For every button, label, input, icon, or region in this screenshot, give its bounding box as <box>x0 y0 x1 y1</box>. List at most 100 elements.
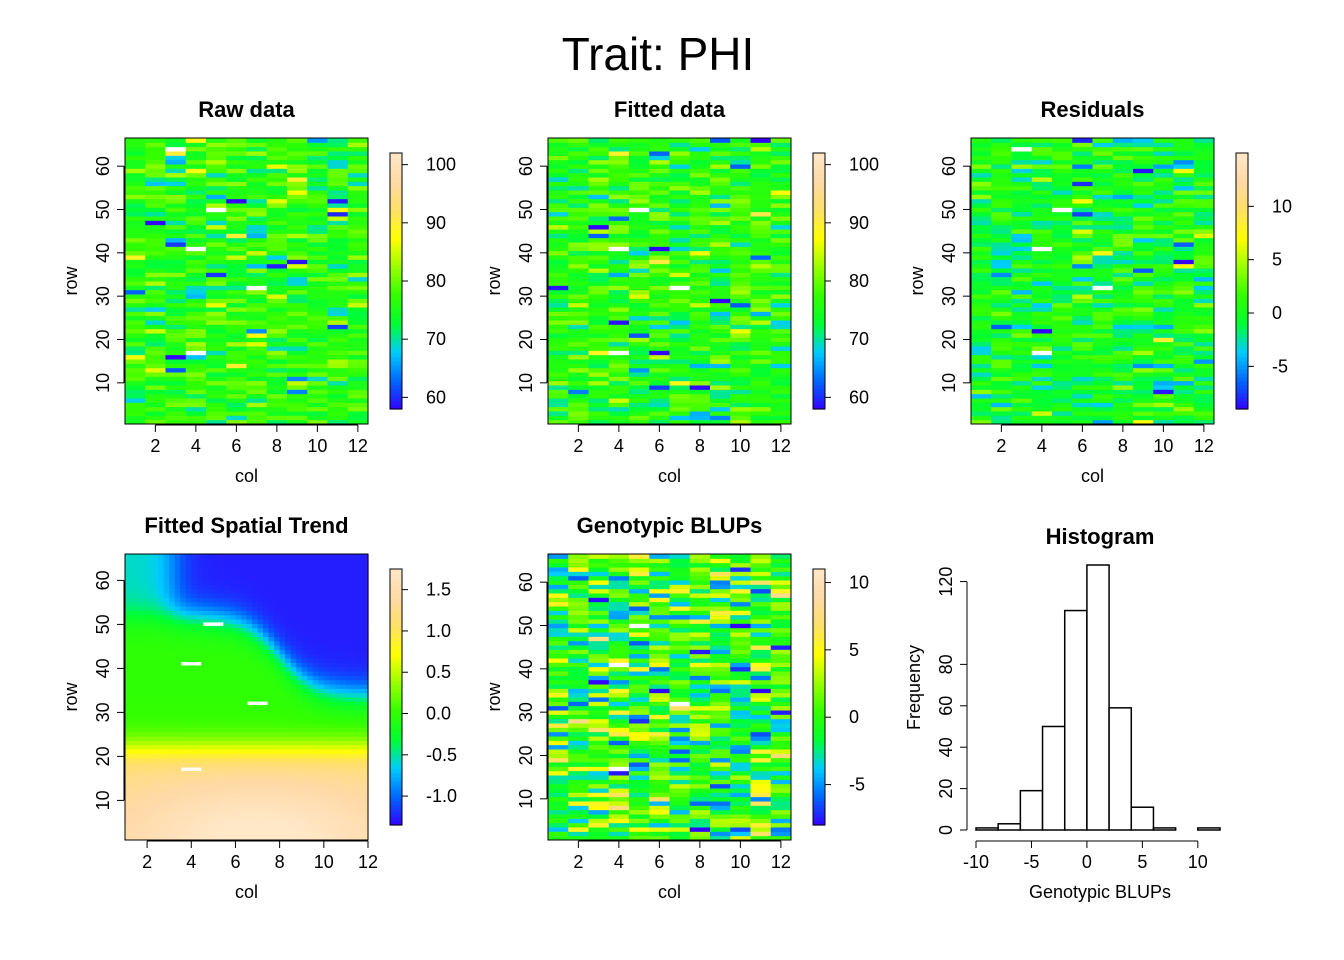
panel-1-colorbar-segment <box>390 249 402 254</box>
panel-4-cell <box>296 658 303 663</box>
panel-1-cell <box>145 203 166 208</box>
panel-4-cell <box>136 688 143 694</box>
panel-4-cell <box>174 675 181 681</box>
panel-4-cell <box>207 640 214 646</box>
panel-3-cell <box>1193 307 1215 312</box>
panel-4-cell <box>196 636 203 642</box>
panel-2-cell <box>649 255 670 260</box>
panel-1-cell <box>125 250 146 256</box>
panel-4-cell <box>274 801 281 806</box>
panel-3-cell <box>1011 350 1033 356</box>
panel-4-cell <box>240 705 248 711</box>
panel-2-cell <box>730 406 751 412</box>
panel-4-cell <box>141 770 148 776</box>
panel-4-cell <box>125 679 132 685</box>
panel-4-cell <box>180 593 187 598</box>
panel-4-cell <box>252 645 259 650</box>
panel-2-cell <box>588 194 610 200</box>
panel-4-cell <box>307 645 314 650</box>
panel-4-cell <box>290 562 297 568</box>
panel-1-cell <box>246 337 268 343</box>
panel-4-cell <box>196 632 203 637</box>
panel-4-cell <box>224 658 231 663</box>
panel-3-cell <box>991 289 1012 295</box>
panel-2-cell <box>588 389 610 395</box>
panel-2-cell <box>689 376 711 382</box>
panel-1-cell <box>327 168 349 174</box>
panel-2-colorbar-segment <box>813 289 825 294</box>
panel-4-cell <box>218 736 226 741</box>
panel-2-colorbar-segment <box>813 301 825 306</box>
panel-4-cell <box>307 727 314 733</box>
panel-3-cell <box>991 311 1012 317</box>
panel-4-cell <box>169 749 176 754</box>
panel-1-cell <box>307 237 328 243</box>
panel-4-cell <box>296 814 303 819</box>
panel-2-cell <box>710 168 731 174</box>
panel-3-cell <box>1072 324 1093 330</box>
panel-3-cell <box>971 350 992 356</box>
panel-4-cell <box>257 727 264 733</box>
panel-2-cell <box>710 376 731 382</box>
panel-1-colorbar-segment <box>390 209 402 214</box>
panel-3-cell <box>1193 415 1215 421</box>
panel-4-cell <box>307 658 314 663</box>
panel-4-cell <box>180 658 187 663</box>
panel-4-cell <box>279 671 286 676</box>
panel-4-cell <box>252 731 259 737</box>
panel-1-cell <box>185 233 207 239</box>
panel-3-cell <box>1133 259 1154 265</box>
panel-2-cell <box>750 311 772 317</box>
panel-4-cell <box>163 822 170 828</box>
panel-4-cell <box>246 597 253 603</box>
panel-4-cell <box>296 679 303 685</box>
panel-4-cell <box>207 762 214 767</box>
panel-3-cell <box>1173 155 1195 161</box>
panel-4-cell <box>180 623 187 629</box>
panel-2-cell <box>750 242 772 247</box>
panel-4-cell <box>152 822 159 828</box>
panel-4-cell <box>218 658 226 663</box>
panel-4-cell <box>152 814 159 819</box>
panel-4-cell <box>290 645 297 650</box>
panel-3-cell <box>1031 250 1053 256</box>
panel-4-cell <box>235 666 242 672</box>
panel-4-cell <box>163 801 170 806</box>
panel-3-cell <box>1072 341 1093 347</box>
panel-3-cell <box>1011 406 1033 412</box>
panel-4-cell <box>246 770 253 776</box>
panel-3-cell <box>971 389 992 395</box>
panel-4-cell <box>207 593 214 598</box>
panel-4-cell <box>224 788 231 793</box>
panel-2-cell <box>770 389 792 395</box>
panel-1-cell <box>266 216 288 221</box>
panel-4-cell <box>296 614 303 620</box>
panel-4-cell <box>158 753 165 759</box>
panel-4-cell <box>130 636 137 642</box>
panel-3-cell <box>1193 341 1215 347</box>
panel-4-cell <box>274 818 281 824</box>
panel-3-cell <box>991 337 1012 343</box>
panel-4-cell <box>312 636 319 642</box>
panel-1-cell <box>145 181 166 187</box>
panel-4-cell <box>290 775 297 780</box>
panel-4-cell <box>202 649 209 655</box>
panel-2-cell <box>649 237 670 243</box>
panel-1-cell <box>266 359 288 364</box>
panel-4-cell <box>279 675 286 681</box>
panel-3-cell <box>1153 263 1174 269</box>
panel-4-cell <box>235 770 242 776</box>
panel-4-cell <box>136 675 143 681</box>
panel-1-cell <box>125 302 146 308</box>
panel-4-cell <box>147 597 154 603</box>
panel-4-cell <box>136 662 143 668</box>
panel-4-cell <box>130 731 137 737</box>
panel-3-cell <box>1133 168 1154 174</box>
panel-4-cell <box>252 744 259 750</box>
panel-1-cell <box>307 177 328 182</box>
panel-4-cell <box>152 788 159 793</box>
panel-4-cell <box>224 762 231 767</box>
panel-1-cell <box>287 177 308 182</box>
panel-3-cell <box>1072 263 1093 269</box>
panel-2-cell <box>608 155 630 161</box>
